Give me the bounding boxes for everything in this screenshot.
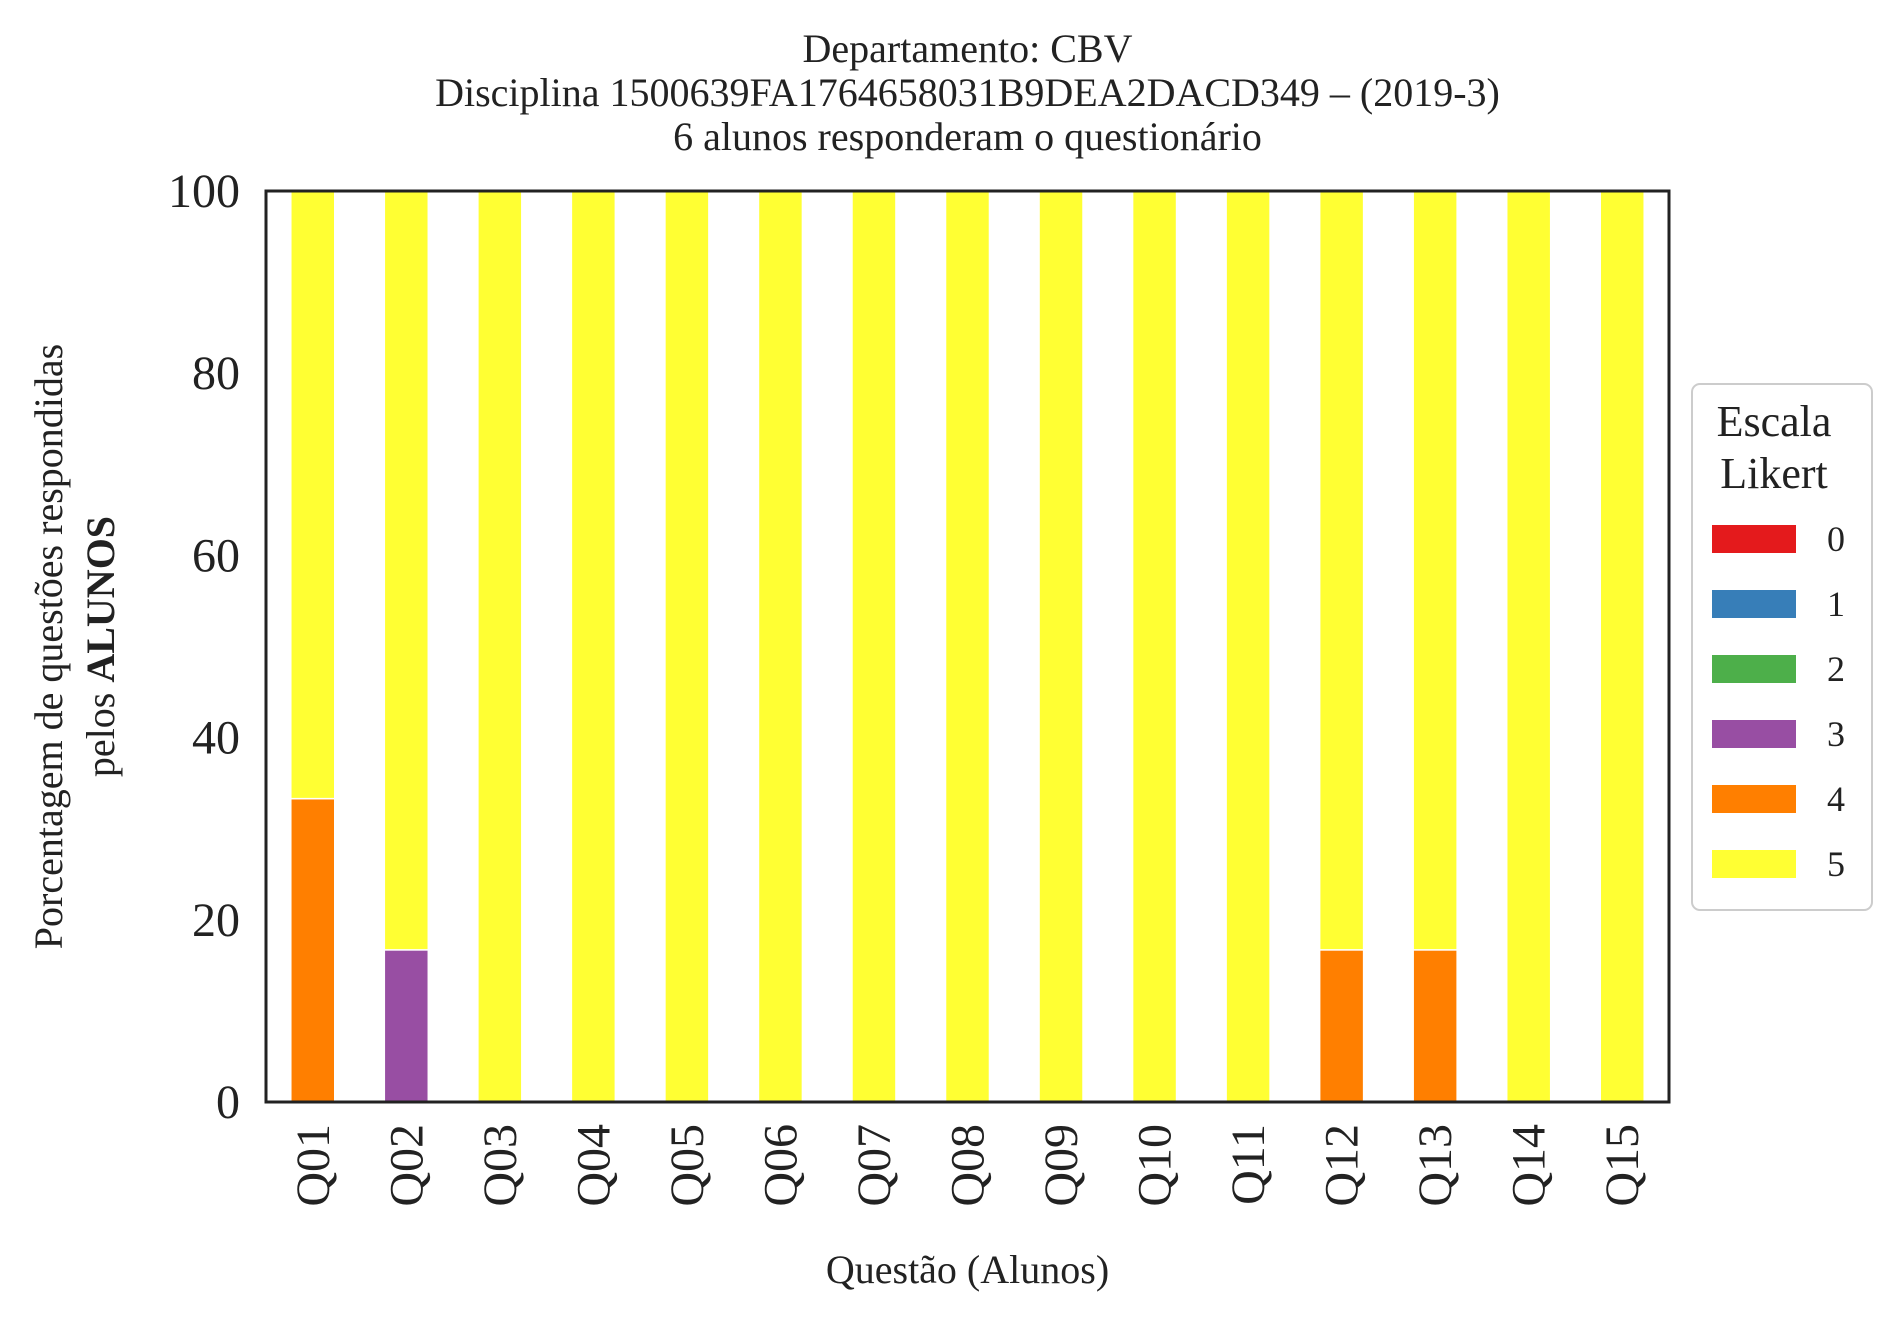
x-tick-label-Q07: Q07	[848, 1124, 901, 1207]
bar-Q02-likert-3	[383, 949, 430, 1103]
bar-Q07-likert-5	[851, 190, 897, 1103]
y-tick-label-100: 100	[168, 165, 240, 218]
y-axis-label: Porcentagem de questões respondidas pelo…	[26, 344, 123, 949]
y-tick-label-20: 20	[192, 894, 240, 947]
legend-swatch-2	[1712, 655, 1796, 683]
y-axis-label-bold: ALUNOS	[78, 516, 123, 683]
x-tick-label-Q14: Q14	[1503, 1124, 1556, 1207]
chart-title-line-3: 6 alunos responderam o questionário	[673, 114, 1262, 159]
bar-Q13-likert-5	[1412, 190, 1458, 951]
legend-label-3: 3	[1827, 714, 1845, 754]
legend-title-line-2: Likert	[1720, 449, 1828, 498]
x-tick-label-Q09: Q09	[1035, 1124, 1088, 1207]
legend-swatch-5	[1712, 850, 1796, 878]
legend-label-0: 0	[1827, 519, 1845, 559]
legend-title-line-1: Escala	[1717, 397, 1832, 446]
bar-Q12-likert-5	[1318, 190, 1365, 951]
bar-Q10-likert-5	[1131, 190, 1178, 1103]
y-tick-label-40: 40	[192, 712, 240, 765]
x-tick-label-Q05: Q05	[661, 1124, 714, 1207]
bar-Q15-likert-5	[1599, 190, 1645, 1103]
x-tick-label-Q06: Q06	[754, 1124, 807, 1207]
y-axis-ticks: 0 20 40 60 80 100	[168, 165, 240, 1129]
y-tick-label-80: 80	[192, 347, 240, 400]
bar-Q11-likert-5	[1225, 190, 1271, 1103]
legend-label-5: 5	[1827, 844, 1845, 884]
x-tick-label-Q08: Q08	[942, 1124, 995, 1207]
bar-Q05-likert-5	[664, 190, 710, 1103]
bar-Q08-likert-5	[944, 190, 991, 1103]
y-axis-label-line1: Porcentagem de questões respondidas	[26, 344, 71, 949]
x-tick-label-Q02: Q02	[380, 1124, 433, 1207]
bar-stack-group	[290, 190, 1645, 1103]
y-axis-label-prefix: pelos	[78, 683, 123, 777]
x-tick-label-Q01: Q01	[287, 1124, 340, 1207]
x-tick-label-Q15: Q15	[1596, 1124, 1649, 1207]
legend-swatch-3	[1712, 720, 1796, 748]
bar-Q12-likert-4	[1318, 949, 1365, 1103]
legend-frame	[1691, 383, 1873, 911]
x-tick-label-Q12: Q12	[1316, 1124, 1369, 1207]
y-tick-label-60: 60	[192, 529, 240, 582]
bar-Q02-likert-5	[383, 190, 430, 951]
legend-label-4: 4	[1827, 779, 1845, 819]
x-tick-label-Q10: Q10	[1129, 1124, 1182, 1207]
chart-title-line-2: Disciplina 1500639FA1764658031B9DEA2DACD…	[435, 70, 1500, 115]
bar-Q09-likert-5	[1038, 190, 1084, 1103]
x-tick-label-Q03: Q03	[474, 1124, 527, 1207]
x-axis-label: Questão (Alunos)	[826, 1247, 1109, 1292]
bar-Q06-likert-5	[757, 190, 804, 1103]
x-tick-label-Q13: Q13	[1409, 1124, 1462, 1207]
plot-area-frame	[264, 189, 1671, 1104]
legend-swatch-0	[1712, 525, 1796, 553]
x-tick-label-Q11: Q11	[1222, 1124, 1275, 1205]
bar-Q04-likert-5	[570, 190, 617, 1103]
x-tick-label-Q04: Q04	[567, 1124, 620, 1207]
bar-Q14-likert-5	[1505, 190, 1552, 1103]
legend-label-1: 1	[1827, 584, 1845, 624]
legend-swatch-4	[1712, 785, 1796, 813]
y-tick-label-0: 0	[216, 1076, 240, 1129]
x-axis-ticks: Q01 Q02 Q03 Q04 Q05 Q06 Q07 Q08 Q09 Q10 Q11 Q12 Q13 Q…	[287, 1124, 1649, 1207]
bar-Q13-likert-4	[1412, 949, 1458, 1103]
legend-swatch-1	[1712, 590, 1796, 618]
legend-label-2: 2	[1827, 649, 1845, 689]
chart-title-line-1: Departamento: CBV	[803, 26, 1133, 71]
bar-Q01-likert-4	[290, 797, 336, 1103]
bar-Q03-likert-5	[477, 190, 523, 1103]
y-axis-label-line2: pelos ALUNOS	[78, 516, 123, 777]
bar-Q01-likert-5	[290, 190, 336, 800]
